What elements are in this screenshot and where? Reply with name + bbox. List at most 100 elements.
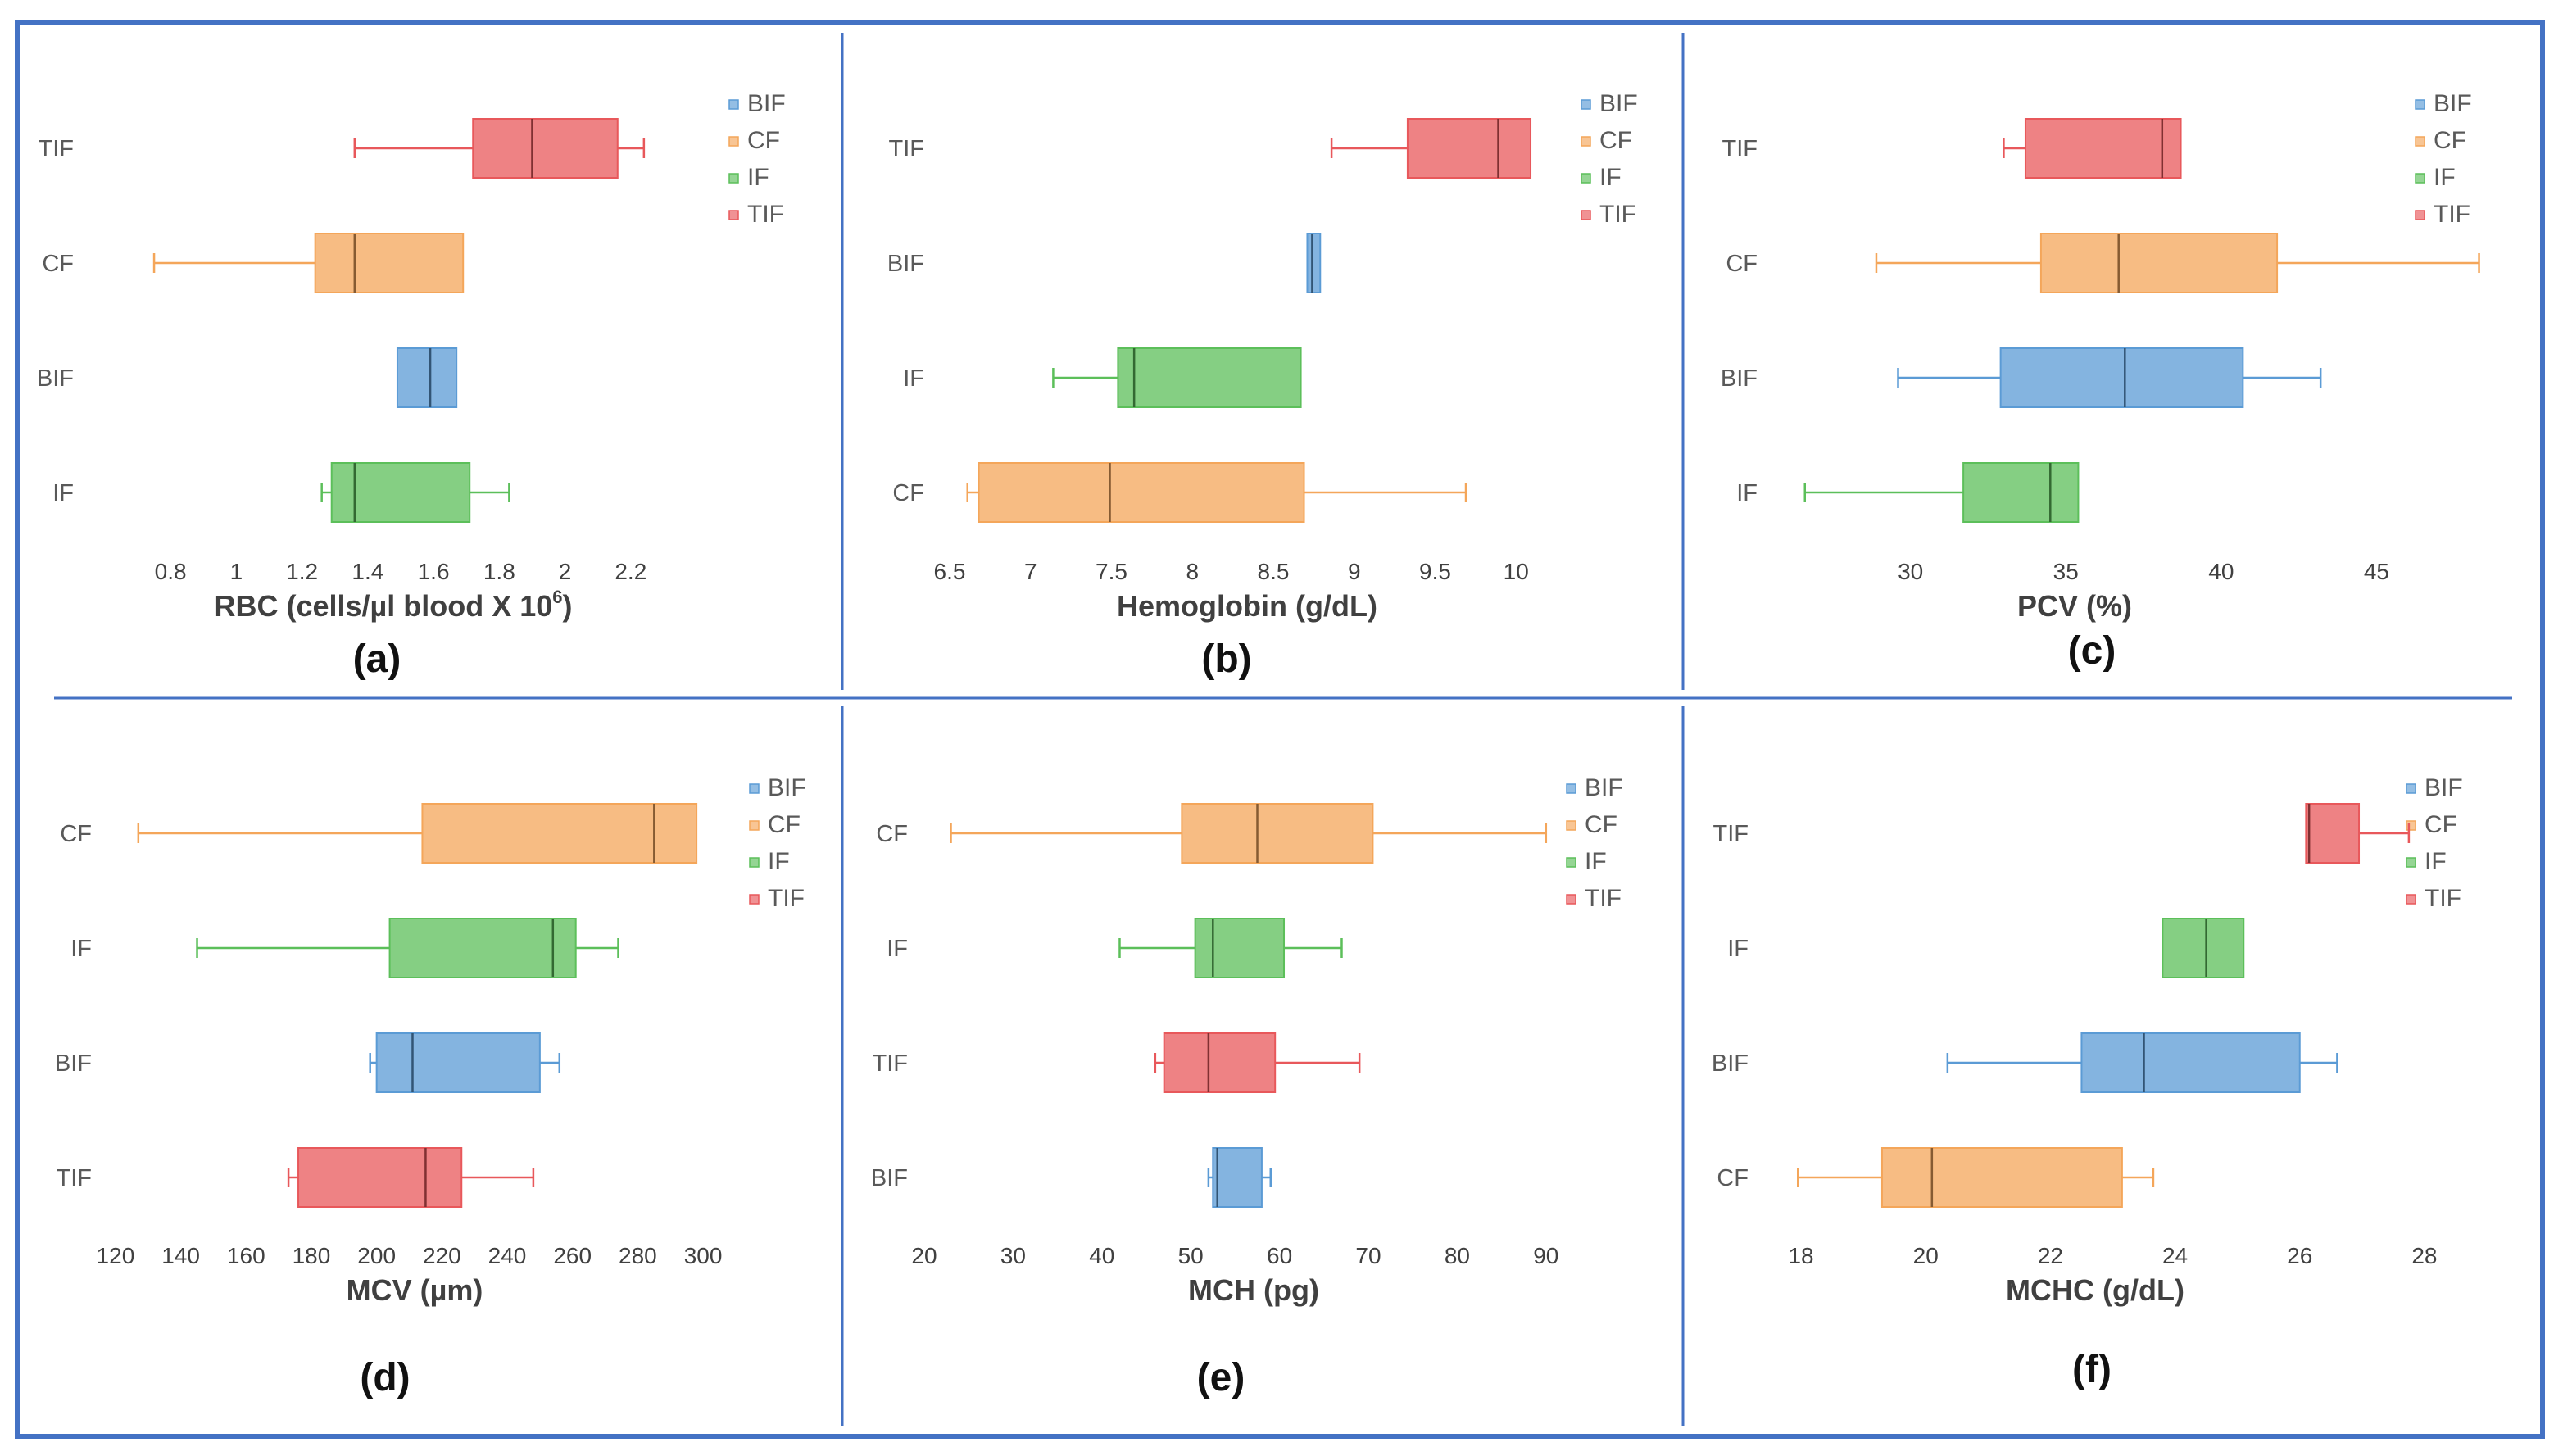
legend-label: TIF: [2434, 201, 2470, 228]
panel-label: (e): [1197, 1356, 1245, 1399]
x-tick-label: 20: [1913, 1243, 1939, 1268]
x-tick-label: 80: [1445, 1243, 1470, 1268]
x-tick-label: 160: [227, 1243, 265, 1268]
legend-swatch: [1581, 136, 1591, 147]
legend-swatch: [1581, 173, 1591, 184]
figure-frame: [15, 20, 2545, 1439]
y-category-label: BIF: [1721, 365, 1758, 392]
legend-label: IF: [747, 164, 769, 191]
legend-swatch: [1581, 210, 1591, 220]
legend-swatch: [2415, 210, 2425, 220]
x-tick-label: 120: [97, 1243, 135, 1268]
chart-panel: 30 35 40 45 PCV (%) (c) BIF CF IF TIF TIF CF BIF IF: [1721, 90, 2480, 673]
x-tick-label: 30: [1000, 1243, 1026, 1268]
legend-label: CF: [768, 811, 801, 838]
x-tick-label: 10: [1504, 559, 1529, 584]
box: [2305, 803, 2361, 864]
legend-swatch: [2406, 857, 2416, 868]
panel-label: (c): [2068, 629, 2116, 673]
legend-label: BIF: [2434, 90, 2472, 117]
y-category-label: TIF: [1713, 821, 1749, 847]
legend-label: IF: [1585, 848, 1607, 875]
legend-label: IF: [2434, 164, 2456, 191]
box: [2080, 1032, 2301, 1093]
x-tick-label: 8.5: [1258, 559, 1290, 584]
legend-label: CF: [1585, 811, 1617, 838]
legend-label: BIF: [747, 90, 786, 117]
legend-label: IF: [768, 848, 790, 875]
x-tick-label: 6.5: [934, 559, 966, 584]
y-category-label: IF: [903, 365, 924, 392]
box: [297, 1147, 463, 1208]
legend-swatch: [749, 857, 760, 868]
box: [1163, 1032, 1277, 1093]
x-tick-label: 70: [1355, 1243, 1381, 1268]
legend-swatch: [728, 173, 739, 184]
x-tick-label: 140: [161, 1243, 200, 1268]
panel-label: (f): [2072, 1348, 2112, 1391]
x-tick-label: 35: [2053, 559, 2079, 584]
legend-swatch: [2406, 783, 2416, 794]
x-tick-label: 200: [357, 1243, 396, 1268]
x-tick-label: 40: [1089, 1243, 1114, 1268]
x-tick-label: 2: [559, 559, 572, 584]
legend-label: BIF: [768, 774, 806, 801]
x-tick-label: 22: [2038, 1243, 2063, 1268]
box: [1194, 918, 1286, 978]
x-tick-label: 1.8: [483, 559, 515, 584]
x-tick-label: 9: [1348, 559, 1361, 584]
box: [2024, 118, 2182, 179]
legend-swatch: [1566, 857, 1576, 868]
legend-swatch: [2415, 136, 2425, 147]
legend-label: CF: [2425, 811, 2457, 838]
y-category-label: TIF: [889, 136, 925, 162]
legend-label: TIF: [1599, 201, 1636, 228]
box: [1306, 233, 1322, 293]
x-axis-label-superscript: 6: [552, 587, 562, 607]
x-tick-label: 28: [2411, 1243, 2437, 1268]
x-tick-label: 1.2: [286, 559, 318, 584]
x-tick-label: 9.5: [1419, 559, 1451, 584]
y-category-label: IF: [887, 936, 908, 962]
x-tick-label: 50: [1178, 1243, 1204, 1268]
x-axis-label: RBC (cells/µl blood X 106): [214, 587, 572, 623]
x-tick-label: 240: [488, 1243, 527, 1268]
x-tick-label: 90: [1533, 1243, 1558, 1268]
box: [1181, 803, 1374, 864]
legend-label: BIF: [1585, 774, 1623, 801]
x-axis-label: MCH (pg): [1188, 1273, 1319, 1307]
legend-swatch: [749, 820, 760, 831]
x-tick-label: 30: [1898, 559, 1923, 584]
x-tick-label: 60: [1267, 1243, 1292, 1268]
x-tick-label: 1: [230, 559, 243, 584]
x-tick-label: 260: [553, 1243, 592, 1268]
legend-swatch: [1566, 783, 1576, 794]
y-category-label: IF: [1736, 480, 1758, 506]
y-category-label: BIF: [1712, 1050, 1749, 1077]
box: [1212, 1147, 1263, 1208]
y-category-label: CF: [1717, 1165, 1749, 1191]
x-tick-label: 24: [2162, 1243, 2188, 1268]
y-category-label: IF: [52, 480, 74, 506]
legend-swatch: [1566, 820, 1576, 831]
legend-label: IF: [1599, 164, 1622, 191]
legend-label: BIF: [1599, 90, 1638, 117]
panel-label: (a): [353, 637, 401, 681]
x-axis-label-suffix: ): [563, 589, 573, 623]
legend-swatch: [2406, 894, 2416, 905]
x-tick-label: 8: [1186, 559, 1199, 584]
legend-swatch: [749, 783, 760, 794]
legend-swatch: [2406, 820, 2416, 831]
y-category-label: IF: [1727, 936, 1749, 962]
box: [421, 803, 698, 864]
box: [375, 1032, 541, 1093]
box: [330, 462, 471, 523]
box: [396, 347, 458, 408]
x-tick-label: 45: [2364, 559, 2389, 584]
x-tick-label: 40: [2208, 559, 2234, 584]
box: [1962, 462, 2080, 523]
legend-label: BIF: [2425, 774, 2463, 801]
box: [388, 918, 577, 978]
legend-swatch: [728, 210, 739, 220]
y-category-label: TIF: [1722, 136, 1758, 162]
